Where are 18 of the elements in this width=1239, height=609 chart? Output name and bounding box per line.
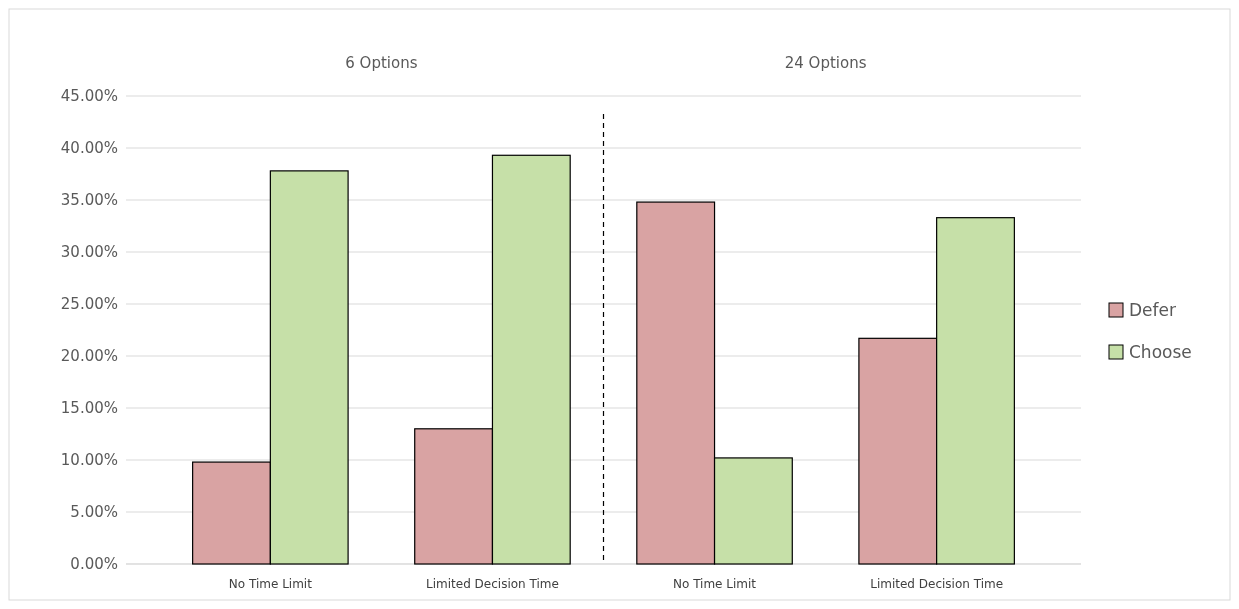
legend-label: Defer xyxy=(1129,299,1176,320)
y-tick-label: 0.00% xyxy=(70,555,118,574)
y-tick-label: 10.00% xyxy=(60,451,118,470)
x-tick-label: Limited Decision Time xyxy=(870,577,1004,591)
y-tick-label: 45.00% xyxy=(60,87,118,106)
y-tick-label: 5.00% xyxy=(70,503,118,522)
legend-label: Choose xyxy=(1129,341,1192,362)
x-tick-label: Limited Decision Time xyxy=(426,577,559,591)
y-tick-label: 35.00% xyxy=(60,191,118,210)
y-tick-label: 25.00% xyxy=(60,295,118,314)
y-tick-label: 40.00% xyxy=(60,139,118,158)
y-tick-label: 15.00% xyxy=(60,399,118,418)
text: 6 Options xyxy=(345,54,418,72)
y-tick-label: 20.00% xyxy=(60,347,118,366)
x-tick-label: No Time Limit xyxy=(228,577,313,591)
text: 24 Options xyxy=(784,54,867,72)
y-tick-label: 30.00% xyxy=(60,243,118,262)
x-tick-label: No Time Limit xyxy=(673,577,757,591)
